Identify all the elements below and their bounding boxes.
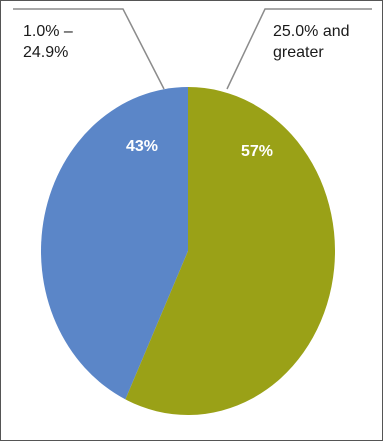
leader-line-low-range	[13, 8, 165, 90]
pie-slice-1	[125, 87, 336, 416]
slice-data-label-0: 43%	[126, 138, 158, 155]
callout-left-line-1: 1.0% –	[23, 23, 73, 40]
pie-slice-0	[41, 87, 188, 400]
slice-data-label-1: 57%	[241, 143, 273, 160]
leader-line-high-range	[226, 8, 372, 90]
callout-left-line-2: 24.9%	[23, 44, 69, 61]
callout-label-high-range: 25.0% and greater	[273, 21, 350, 63]
callout-label-low-range: 1.0% – 24.9%	[23, 21, 73, 63]
callout-right-line-2: greater	[273, 44, 324, 61]
callout-right-line-1: 25.0% and	[273, 23, 350, 40]
